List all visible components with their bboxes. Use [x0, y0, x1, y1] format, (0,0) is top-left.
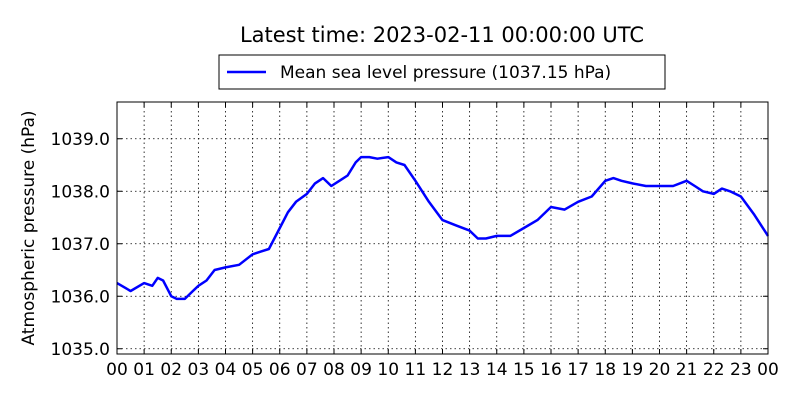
- x-tick-label: 03: [188, 360, 210, 380]
- x-tick-label: 04: [215, 360, 237, 380]
- legend-box: [218, 54, 666, 90]
- x-tick-label: 18: [594, 360, 616, 380]
- plot-frame: [116, 101, 769, 355]
- x-tick-label: 16: [540, 360, 562, 380]
- x-tick-label: 05: [242, 360, 264, 380]
- x-tick-label: 14: [486, 360, 508, 380]
- y-tick-label: 1036.0: [51, 287, 110, 307]
- legend: Mean sea level pressure (1037.15 hPa): [218, 54, 666, 90]
- y-tick-labels: 1035.0 1036.0 1037.0 1038.0 1039.0: [51, 130, 110, 360]
- chart-title: Latest time: 2023-02-11 00:00:00 UTC: [240, 23, 644, 47]
- x-tick-label: 00: [106, 360, 128, 380]
- y-tick-label: 1037.0: [51, 235, 110, 255]
- x-tick-label: 08: [323, 360, 345, 380]
- y-axis-label: Atmospheric pressure (hPa): [19, 110, 39, 345]
- x-tick-label: 23: [730, 360, 752, 380]
- x-tick-label: 11: [405, 360, 427, 380]
- x-tick-label: 22: [703, 360, 725, 380]
- x-tick-label: 13: [459, 360, 481, 380]
- x-tick-label: 09: [350, 360, 372, 380]
- x-tick-label: 19: [622, 360, 644, 380]
- y-tick-label: 1038.0: [51, 182, 110, 202]
- x-tick-label: 17: [567, 360, 589, 380]
- x-tick-label: 02: [160, 360, 182, 380]
- x-tick-label: 00: [757, 360, 779, 380]
- x-tick-label: 06: [269, 360, 291, 380]
- y-tick-label: 1035.0: [51, 340, 110, 360]
- x-tick-label: 15: [513, 360, 535, 380]
- series-line-mslp: [116, 155, 770, 301]
- x-tick-label: 12: [432, 360, 454, 380]
- x-tick-label: 07: [296, 360, 318, 380]
- y-tick-label: 1039.0: [51, 130, 110, 150]
- x-tick-label: 01: [133, 360, 155, 380]
- grid: [117, 102, 768, 354]
- x-tick-label: 20: [649, 360, 671, 380]
- legend-label: Mean sea level pressure (1037.15 hPa): [280, 63, 611, 83]
- x-tick-labels: 00 01 02 03 04 05 06 07 08 09 10 11 12 13 14 15 16 17 18 19…: [106, 360, 779, 380]
- x-tick-label: 21: [676, 360, 698, 380]
- series-layer: [116, 155, 770, 301]
- x-tick-label: 10: [377, 360, 399, 380]
